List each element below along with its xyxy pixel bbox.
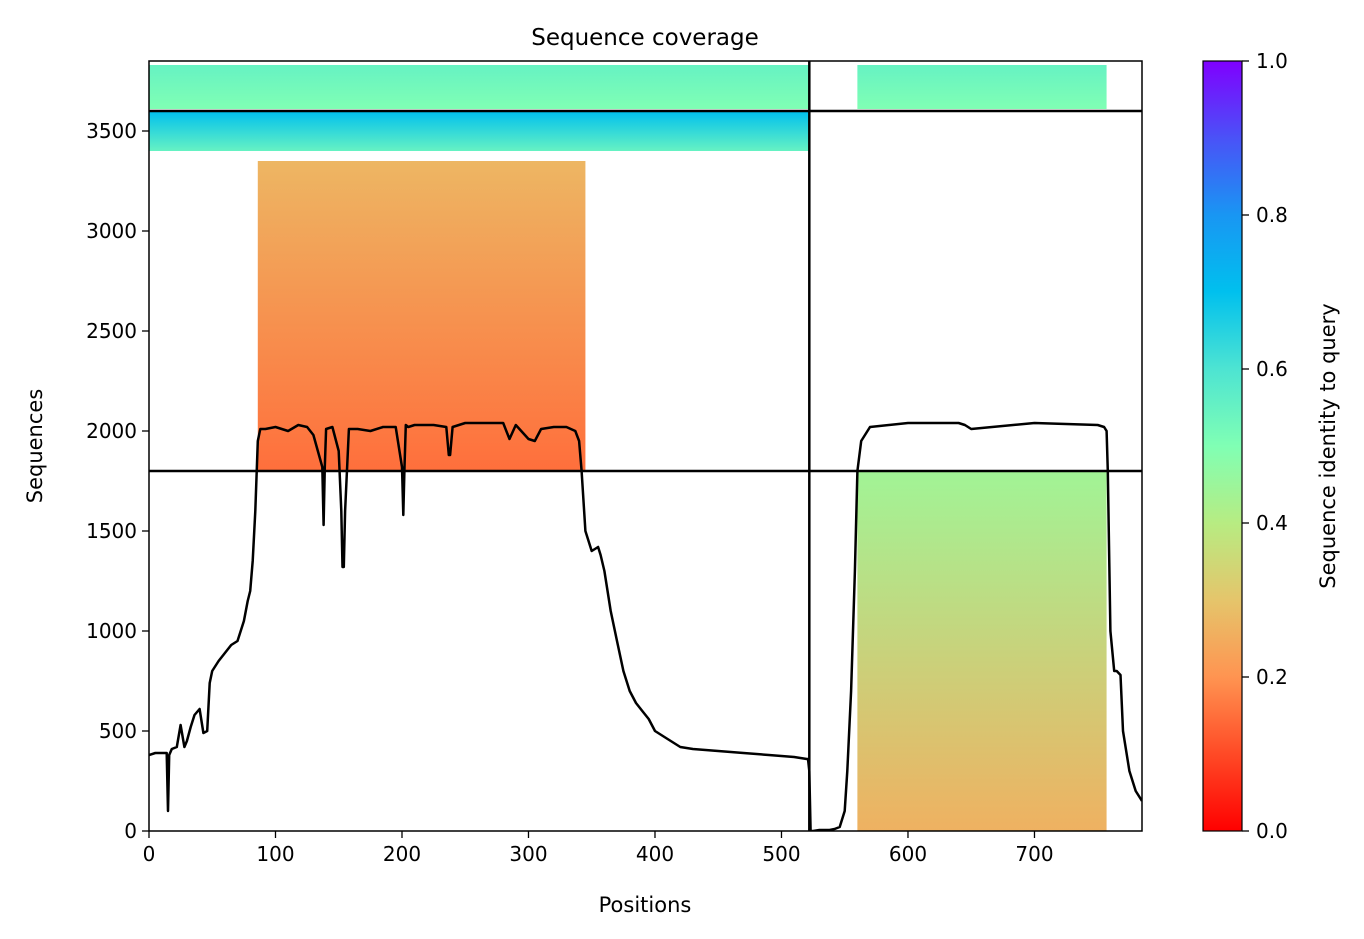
- x-tick-label: 700: [1015, 842, 1053, 866]
- divider-lines: [149, 61, 1142, 831]
- y-axis-label: Sequences: [23, 389, 47, 504]
- y-axis: 0 500 1000 1500 2000 2500 3000 3500: [86, 119, 149, 843]
- colorbar-tick-label: 1.0: [1256, 49, 1288, 73]
- plot-frame: [148, 60, 1143, 832]
- block-3-mid-identity-domain-1: [149, 111, 810, 151]
- x-tick-label: 400: [636, 842, 674, 866]
- colorbar-tick-label: 0.2: [1256, 665, 1288, 689]
- coverage-line-layer: [149, 421, 1142, 831]
- y-tick-label: 1000: [86, 619, 137, 643]
- coverage-blocks: [149, 65, 1107, 831]
- coverage-line: [149, 421, 1142, 831]
- x-tick-label: 100: [256, 842, 294, 866]
- y-tick-label: 1500: [86, 519, 137, 543]
- block-2-low-identity-domain-2: [857, 471, 1107, 831]
- y-tick-label: 0: [124, 819, 137, 843]
- colorbar-ticks: 0.0 0.2 0.4 0.6 0.8 1.0: [1242, 49, 1288, 843]
- y-tick-label: 2000: [86, 419, 137, 443]
- x-axis-label: Positions: [599, 893, 692, 917]
- colorbar-label: Sequence identity to query: [1316, 303, 1340, 588]
- x-tick-label: 600: [889, 842, 927, 866]
- x-tick-label: 0: [143, 842, 156, 866]
- y-tick-label: 500: [99, 719, 137, 743]
- y-tick-label: 3500: [86, 119, 137, 143]
- x-tick-label: 500: [762, 842, 800, 866]
- x-tick-label: 200: [383, 842, 421, 866]
- block-1-low-identity-domain-1: [257, 161, 586, 471]
- y-tick-label: 3000: [86, 219, 137, 243]
- colorbar-tick-label: 0.0: [1256, 819, 1288, 843]
- y-tick-label: 2500: [86, 319, 137, 343]
- chart-title: Sequence coverage: [531, 25, 759, 51]
- colorbar: [1202, 60, 1243, 832]
- block-4-mid-identity-domain-2: [857, 65, 1107, 109]
- colorbar-tick-label: 0.8: [1256, 203, 1288, 227]
- colorbar-tick-label: 0.4: [1256, 511, 1288, 535]
- x-tick-label: 300: [509, 842, 547, 866]
- block-5-mid-identity-full-length: [149, 65, 810, 109]
- colorbar-tick-label: 0.6: [1256, 357, 1288, 381]
- x-axis: 0 100 200 300 400 500 600 700: [143, 831, 1054, 866]
